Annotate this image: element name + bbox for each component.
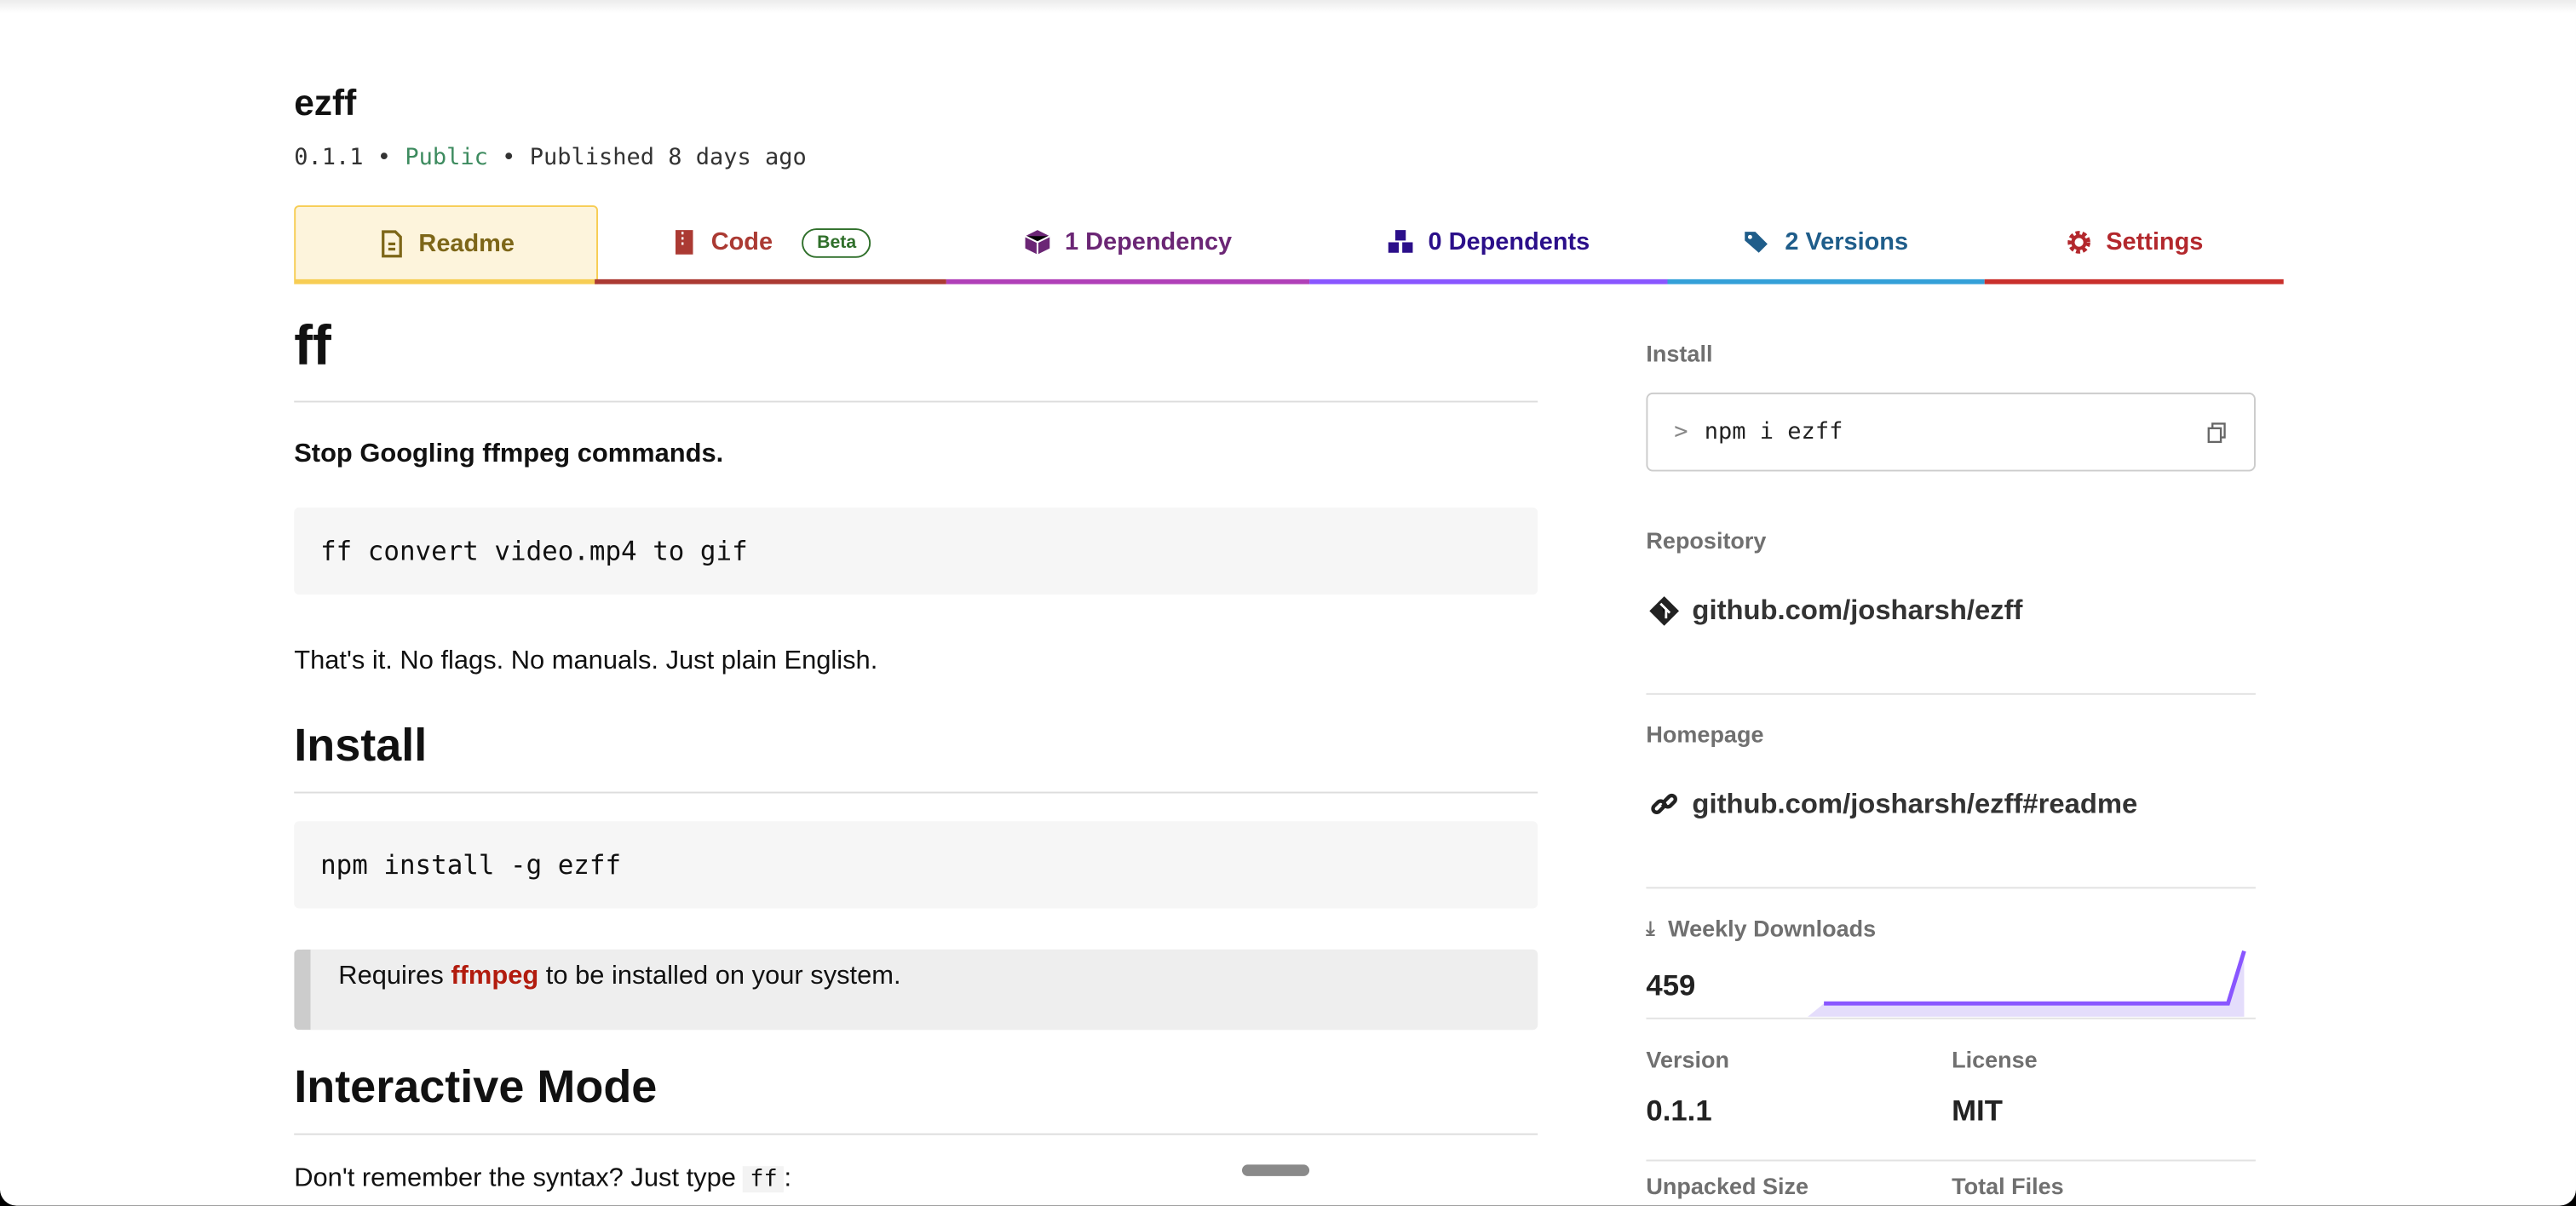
inline-code: ff [743, 1166, 785, 1193]
package-title: ezff [294, 82, 357, 123]
copy-icon[interactable] [2206, 422, 2228, 443]
readme-heading: ff [294, 315, 1538, 403]
tab-label: Code [710, 228, 773, 256]
scroll-handle[interactable] [1241, 1164, 1310, 1176]
unpacked-size-label: Unpacked Size [1646, 1172, 1809, 1199]
install-command-box[interactable]: > npm i ezff [1646, 392, 2256, 472]
text: Don't remember the syntax? Just type [294, 1164, 744, 1193]
package-meta: 0.1.1 • Public • Published 8 days ago [294, 145, 807, 171]
license-value: MIT [1952, 1094, 2003, 1127]
file-icon [381, 229, 402, 257]
tab-label: 0 Dependents [1428, 228, 1590, 256]
homepage-url: github.com/josharsh/ezff#readme [1692, 788, 2138, 820]
gear-icon [2067, 231, 2090, 254]
note-text: to be installed on your system. [538, 962, 901, 991]
repository-label: Repository [1646, 527, 1767, 554]
version-text: 0.1.1 [294, 144, 364, 171]
tab-label: 1 Dependency [1064, 228, 1233, 256]
tab-code[interactable]: Code Beta [595, 205, 946, 284]
version-label: Version [1646, 1046, 1730, 1073]
paragraph: Don't remember the syntax? Just type ff: [294, 1164, 791, 1194]
weekly-downloads-label: ⤓ Weekly Downloads [1646, 915, 1876, 941]
paragraph: That's it. No flags. No manuals. Just pl… [294, 646, 878, 675]
sparkline-area [1646, 950, 2245, 1017]
divider [1646, 1159, 2256, 1162]
top-edge [0, 0, 2576, 14]
download-icon: ⤓ [1646, 916, 1655, 939]
tab-label: 2 Versions [1785, 228, 1909, 256]
text: : [784, 1164, 792, 1193]
interactive-heading: Interactive Mode [294, 1061, 1538, 1135]
zip-file-icon [675, 230, 693, 255]
code-block: ff convert video.mp4 to gif [294, 507, 1538, 595]
separator: • [377, 144, 392, 171]
separator: • [502, 144, 516, 171]
divider [1646, 692, 2256, 695]
total-files-label: Total Files [1952, 1172, 2064, 1199]
boxes-icon [1389, 230, 1414, 253]
install-command: npm i ezff [1704, 418, 1843, 445]
ffmpeg-link[interactable]: ffmpeg [451, 962, 539, 991]
beta-badge: Beta [802, 227, 871, 257]
tab-label: Settings [2106, 228, 2204, 256]
code-block: npm install -g ezff [294, 821, 1538, 909]
version-value: 0.1.1 [1646, 1094, 1712, 1127]
tab-settings[interactable]: Settings [1984, 205, 2284, 284]
repository-link[interactable]: github.com/josharsh/ezff [1649, 594, 2022, 628]
homepage-label: Homepage [1646, 721, 1764, 748]
note-blockquote: Requires ffmpeg to be installed on your … [294, 949, 1538, 1031]
link-icon [1651, 793, 1677, 814]
note-text: Requires [338, 962, 451, 991]
tab-dependents[interactable]: 0 Dependents [1309, 205, 1668, 284]
tagline: Stop Googling ffmpeg commands. [294, 439, 724, 468]
tags-icon [1745, 232, 1768, 253]
downloads-sparkline[interactable] [1646, 945, 2256, 1020]
license-label: License [1952, 1046, 2038, 1073]
repository-url: github.com/josharsh/ezff [1692, 594, 2023, 626]
tab-dependencies[interactable]: 1 Dependency [946, 205, 1310, 284]
install-heading: Install [294, 720, 1538, 794]
sparkline-line [1824, 950, 2246, 1006]
published-text: Published 8 days ago [529, 144, 807, 171]
weekly-downloads-count: 459 [1646, 968, 1696, 1002]
tab-readme[interactable]: Readme [294, 205, 598, 284]
box-icon [1025, 230, 1050, 255]
label-text: Weekly Downloads [1668, 915, 1877, 942]
install-label: Install [1646, 340, 1713, 367]
visibility-text: Public [405, 144, 488, 171]
divider [1646, 887, 2256, 889]
tab-versions[interactable]: 2 Versions [1667, 205, 1985, 284]
prompt-icon: > [1674, 418, 1688, 445]
homepage-link[interactable]: github.com/josharsh/ezff#readme [1649, 789, 2137, 822]
tab-label: Readme [418, 229, 515, 257]
git-icon [1649, 596, 1679, 626]
